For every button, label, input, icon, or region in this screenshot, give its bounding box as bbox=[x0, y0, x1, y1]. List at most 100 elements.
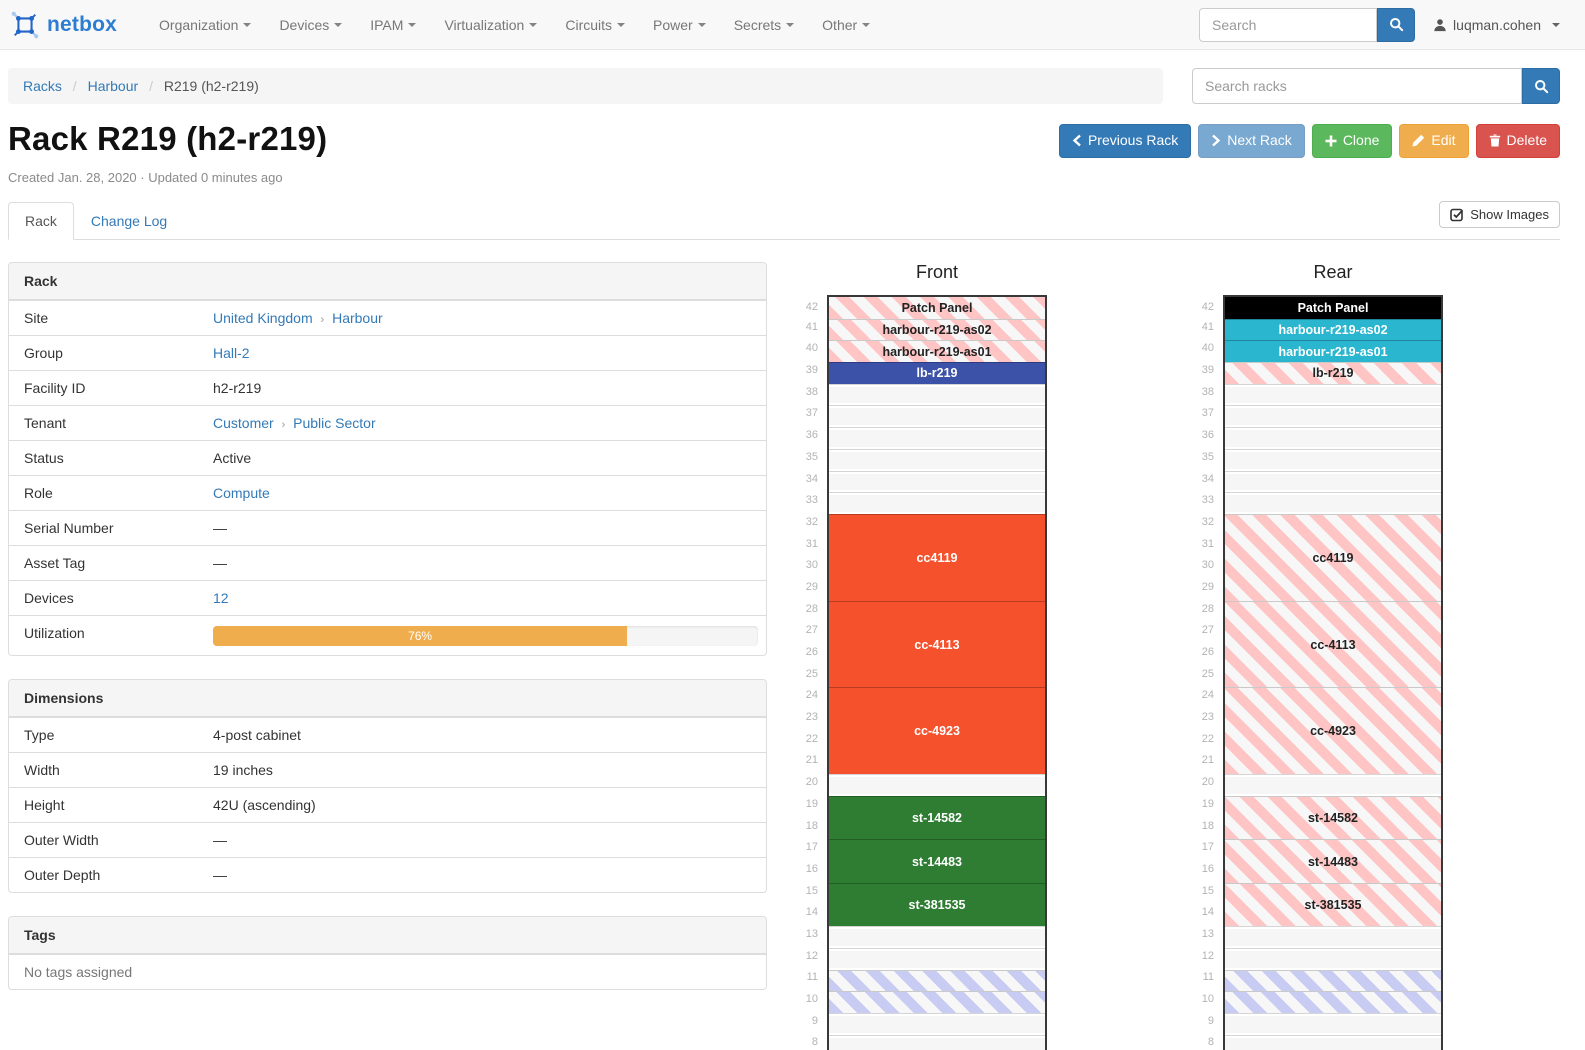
unit-number: 42 bbox=[805, 301, 818, 313]
unit-number: 37 bbox=[805, 407, 818, 420]
unit-number: 17 bbox=[805, 841, 818, 854]
nav-item-secrets[interactable]: Secrets bbox=[720, 0, 808, 50]
rack-device[interactable]: cc-4923 bbox=[829, 687, 1045, 775]
rack-unit-empty bbox=[829, 405, 1045, 428]
unit-number: 8 bbox=[1207, 1036, 1214, 1049]
unit-number: 31 bbox=[1201, 537, 1214, 550]
global-search-button[interactable] bbox=[1377, 7, 1416, 42]
rack-device[interactable]: st-14483 bbox=[1225, 839, 1441, 883]
pencil-icon bbox=[1412, 134, 1425, 147]
unit-number: 34 bbox=[1201, 472, 1214, 485]
nav-item-organization[interactable]: Organization bbox=[145, 0, 265, 50]
rack-device[interactable]: harbour-r219-as02 bbox=[829, 318, 1045, 341]
nav-item-virtualization[interactable]: Virtualization bbox=[430, 0, 551, 50]
role-link[interactable]: Compute bbox=[213, 485, 270, 501]
rack-device[interactable]: st-14483 bbox=[829, 839, 1045, 883]
rack-device[interactable]: Patch Panel bbox=[1225, 297, 1441, 319]
device-label: Patch Panel bbox=[901, 300, 973, 315]
unit-number: 34 bbox=[805, 472, 818, 485]
rack-device[interactable]: harbour-r219-as02 bbox=[1225, 318, 1441, 341]
rack-device[interactable]: harbour-r219-as01 bbox=[829, 340, 1045, 363]
check-square-icon bbox=[1450, 208, 1464, 222]
tab-bar: Rack Change Log Show Images bbox=[8, 201, 1560, 240]
next-rack-button[interactable]: Next Rack bbox=[1198, 124, 1305, 158]
unit-number: 11 bbox=[806, 971, 818, 984]
unit-number: 13 bbox=[1201, 927, 1214, 940]
breadcrumb-link-racks[interactable]: Racks bbox=[23, 78, 62, 94]
rack-device[interactable]: st-381535 bbox=[829, 882, 1045, 927]
outer-depth-value: — bbox=[213, 867, 227, 883]
rack-device[interactable]: cc-4113 bbox=[1225, 600, 1441, 688]
attr-row-devices: Devices 12 bbox=[9, 580, 766, 615]
show-images-button[interactable]: Show Images bbox=[1439, 201, 1560, 228]
site-region-link[interactable]: United Kingdom bbox=[213, 310, 313, 326]
rack-search-button[interactable] bbox=[1522, 68, 1560, 104]
group-link[interactable]: Hall-2 bbox=[213, 345, 250, 361]
breadcrumb-current: R219 (h2-r219) bbox=[163, 78, 259, 94]
edit-button[interactable]: Edit bbox=[1399, 124, 1469, 158]
attr-row-facility-id: Facility ID h2-r219 bbox=[9, 370, 766, 405]
username: luqman.cohen bbox=[1453, 16, 1541, 33]
rack-device[interactable]: cc-4113 bbox=[829, 600, 1045, 688]
rack-device[interactable]: st-14582 bbox=[829, 795, 1045, 840]
netbox-logo-icon bbox=[10, 10, 40, 40]
previous-rack-button[interactable]: Previous Rack bbox=[1058, 124, 1192, 158]
elevation-front-title: Front bbox=[915, 262, 958, 282]
rack-device[interactable]: Patch Panel bbox=[829, 297, 1045, 319]
global-search-input[interactable] bbox=[1199, 7, 1378, 42]
utilization-fill: 76% bbox=[213, 626, 628, 646]
device-label: st-14582 bbox=[1307, 811, 1359, 826]
site-link[interactable]: Harbour bbox=[332, 310, 383, 326]
rack-unit-empty bbox=[829, 926, 1045, 948]
tab-rack[interactable]: Rack bbox=[8, 202, 74, 240]
unit-number: 28 bbox=[1201, 602, 1214, 615]
nav-item-other[interactable]: Other bbox=[808, 0, 884, 50]
rack-unit-empty bbox=[829, 1012, 1045, 1035]
tenant-link[interactable]: Public Sector bbox=[293, 415, 376, 431]
unit-numbers-column: 42 41 40 39 38 37 36 35 34 33 32 31 30 29 28 27 26 25 24 23… bbox=[800, 295, 827, 1050]
rack-device[interactable]: lb-r219 bbox=[1225, 362, 1441, 384]
panel-title: Dimensions bbox=[9, 680, 766, 717]
unit-number: 32 bbox=[805, 515, 818, 528]
delete-button[interactable]: Delete bbox=[1475, 124, 1560, 158]
device-label: harbour-r219-as01 bbox=[1278, 344, 1388, 359]
unit-number: 40 bbox=[1201, 342, 1214, 355]
rack-device[interactable]: harbour-r219-as01 bbox=[1225, 340, 1441, 363]
tenant-group-link[interactable]: Customer bbox=[213, 415, 274, 431]
attr-row-tenant: Tenant Customer › Public Sector bbox=[9, 405, 766, 440]
nav-item-ipam[interactable]: IPAM bbox=[356, 0, 430, 50]
nav-item-power[interactable]: Power bbox=[639, 0, 720, 50]
tab-change-log[interactable]: Change Log bbox=[90, 213, 168, 229]
unit-number: 31 bbox=[805, 537, 818, 550]
rack-device[interactable]: st-381535 bbox=[1225, 882, 1441, 927]
unit-number: 24 bbox=[805, 689, 818, 702]
facility-id-value: h2-r219 bbox=[213, 380, 262, 396]
utilization-bar: 76% bbox=[213, 626, 758, 646]
rack-unit-empty bbox=[1225, 774, 1441, 796]
elevation-rear-title: Rear bbox=[1313, 262, 1353, 282]
rack-unit-empty bbox=[829, 383, 1045, 406]
device-count-link[interactable]: 12 bbox=[213, 590, 229, 606]
rack-device[interactable]: cc4119 bbox=[1225, 513, 1441, 601]
unit-number: 12 bbox=[805, 949, 818, 962]
rack-device[interactable]: cc-4923 bbox=[1225, 687, 1441, 775]
nav-item-circuits[interactable]: Circuits bbox=[551, 0, 639, 50]
unit-number: 37 bbox=[1201, 407, 1214, 420]
utilization-text: 76% bbox=[408, 629, 433, 643]
nav-item-devices[interactable]: Devices bbox=[265, 0, 356, 50]
clone-button[interactable]: Clone bbox=[1311, 124, 1393, 158]
rack-search-input[interactable] bbox=[1192, 68, 1522, 104]
unit-number: 27 bbox=[1201, 624, 1214, 637]
user-menu[interactable]: luqman.cohen bbox=[1433, 17, 1560, 33]
device-label: st-14582 bbox=[911, 811, 963, 826]
rack-device[interactable]: lb-r219 bbox=[829, 362, 1045, 384]
unit-number: 8 bbox=[811, 1036, 818, 1049]
chevron-down-icon bbox=[529, 22, 538, 27]
main-menu: Organization Devices IPAM Virtualization… bbox=[145, 0, 884, 50]
rack-device[interactable]: cc4119 bbox=[829, 513, 1045, 601]
rack-device[interactable]: st-14582 bbox=[1225, 795, 1441, 840]
unit-number: 19 bbox=[805, 797, 818, 810]
netbox-brand[interactable]: netbox bbox=[10, 10, 117, 40]
breadcrumb-link-harbour[interactable]: Harbour bbox=[87, 78, 139, 94]
unit-number: 26 bbox=[1201, 646, 1214, 658]
